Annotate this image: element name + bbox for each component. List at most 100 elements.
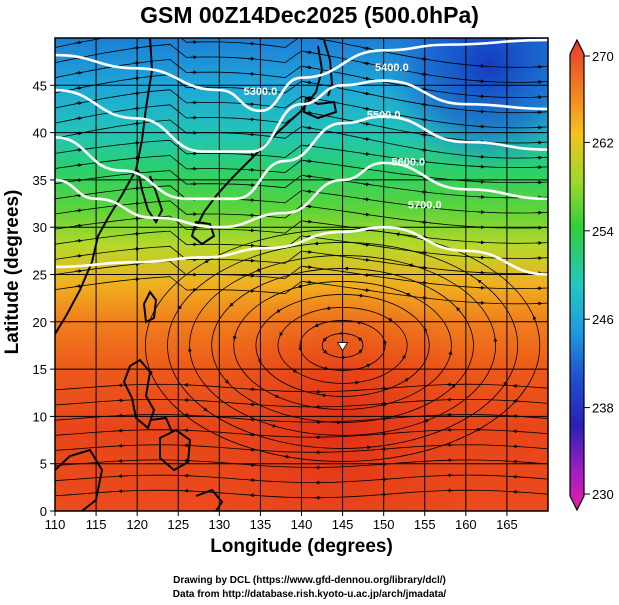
wind-arrow xyxy=(322,336,328,342)
wind-arrow xyxy=(224,378,230,384)
anticyclone-center xyxy=(336,342,349,352)
height-contours xyxy=(55,38,548,276)
coastlines xyxy=(55,38,338,511)
lat-lon-grid xyxy=(55,38,548,511)
credit-line-drawing: Drawing by DCL (https://www.gfd-dennou.o… xyxy=(173,575,446,586)
contour-label: 5300.0 xyxy=(244,86,278,98)
colorbar-tick-label: 254 xyxy=(592,224,614,239)
coastline-kyushu xyxy=(190,220,216,246)
x-tick-label: 140 xyxy=(291,517,313,532)
wind-arrow xyxy=(364,445,372,450)
wind-arrow xyxy=(357,349,363,355)
wind-arrow xyxy=(313,241,321,246)
wind-arrow xyxy=(450,384,456,390)
contour-label: 5600.0 xyxy=(391,157,425,169)
coastline-mindanao xyxy=(159,428,192,472)
wind-arrow xyxy=(276,308,282,313)
wind-arrow xyxy=(298,344,303,352)
y-tick-label: 30 xyxy=(33,220,47,235)
colorbar-tick-label: 262 xyxy=(592,135,614,150)
coastline-korea xyxy=(137,169,164,224)
y-tick-label: 35 xyxy=(33,173,47,188)
x-tick-label: 115 xyxy=(86,517,107,532)
wind-arrow xyxy=(401,354,406,361)
wind-arrow xyxy=(204,259,211,263)
wind-arrow xyxy=(387,318,394,323)
wind-arrow xyxy=(279,330,284,337)
colorbar-tick-label: 238 xyxy=(592,401,614,416)
wind-arrow xyxy=(456,307,461,313)
x-tick-label: 125 xyxy=(167,517,189,532)
wind-arrow xyxy=(232,333,237,341)
wind-arrow xyxy=(325,306,333,311)
wind-arrow xyxy=(405,293,412,297)
x-tick-label: 145 xyxy=(332,517,354,532)
wind-arrow xyxy=(352,380,360,385)
wind-arrow xyxy=(255,267,263,272)
x-tick-label: 135 xyxy=(250,517,272,532)
y-tick-label: 10 xyxy=(33,409,47,424)
wind-arrow xyxy=(395,232,402,237)
contour-labels: 5300.0 5400.0 5500.0 5600.0 5700.0 xyxy=(244,62,442,211)
y-tick-label: 45 xyxy=(33,78,47,93)
coastline-new-guinea xyxy=(195,488,224,511)
x-tick-label: 165 xyxy=(496,517,518,532)
wind-arrow xyxy=(493,337,498,345)
x-tick-label: 150 xyxy=(373,517,395,532)
chart-title: GSM 00Z14Dec2025 (500.0hPa) xyxy=(140,2,479,28)
wind-arrow xyxy=(408,263,416,268)
wind-arrow xyxy=(532,315,537,322)
wind-arrow xyxy=(283,454,290,459)
y-tick-label: 5 xyxy=(40,457,47,472)
y-tick-label: 40 xyxy=(33,126,47,141)
coastline-asia-mainland xyxy=(55,38,154,335)
y-axis-label: Latitude (degrees) xyxy=(2,189,23,355)
wind-arrow xyxy=(187,346,192,354)
contour-line xyxy=(55,38,548,113)
wind-arrow xyxy=(291,368,298,373)
wind-arrow xyxy=(202,406,208,412)
wind-arrow xyxy=(320,393,328,398)
coastline-taiwan xyxy=(142,290,158,324)
contour-line xyxy=(55,79,548,153)
wind-arrow xyxy=(364,363,371,368)
colorbar-tick-label: 230 xyxy=(592,487,614,502)
y-tick-label: 0 xyxy=(40,504,47,519)
contour-label: 5500.0 xyxy=(367,109,401,121)
y-axis-ticks: 0 5 10 15 20 25 30 35 40 45 xyxy=(33,78,55,519)
wind-arrow xyxy=(357,337,364,343)
y-tick-label: 20 xyxy=(33,315,47,330)
wind-arrow xyxy=(383,339,387,347)
x-axis-label: Longitude (degrees) xyxy=(210,536,393,557)
wind-arrow xyxy=(403,378,410,383)
colorbar-ticks: 270 262 254 246 238 230 xyxy=(584,49,614,502)
wind-arrow xyxy=(422,419,430,423)
y-tick-label: 25 xyxy=(33,268,47,283)
x-tick-label: 120 xyxy=(126,517,148,532)
wind-arrow xyxy=(297,284,304,289)
wind-arrow xyxy=(178,304,183,310)
coastline-hokkaido xyxy=(302,96,338,120)
anticyclone-marker xyxy=(336,342,349,352)
wind-arrow xyxy=(273,394,280,398)
colorbar-bar xyxy=(569,38,585,512)
x-axis-ticks: 110 115 120 125 130 135 140 145 150 155 160 165 xyxy=(45,511,518,532)
wind-arrow xyxy=(358,293,365,298)
wind-arrow xyxy=(270,423,277,428)
colorbar-tick-label: 270 xyxy=(592,49,614,64)
contour-label: 5700.0 xyxy=(408,199,442,211)
coastline-visayas xyxy=(149,416,173,433)
coastline-borneo xyxy=(55,448,104,511)
contour-line xyxy=(55,225,548,276)
x-tick-label: 160 xyxy=(455,517,477,532)
wind-arrow xyxy=(229,301,235,307)
colorbar-tick-label: 246 xyxy=(592,312,614,327)
wind-arrow xyxy=(314,323,321,327)
wind-arrow xyxy=(322,348,328,354)
contour-line xyxy=(55,161,548,229)
wind-arrow xyxy=(448,350,453,358)
credit-line-data: Data from http://database.rish.kyoto-u.a… xyxy=(172,589,447,600)
x-tick-label: 110 xyxy=(45,517,66,532)
x-tick-label: 155 xyxy=(414,517,436,532)
